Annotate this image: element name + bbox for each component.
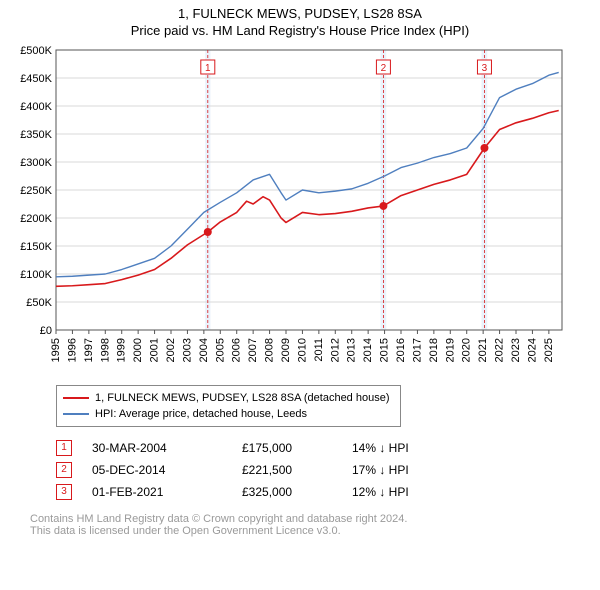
event-delta: 12% ↓ HPI: [352, 485, 409, 499]
svg-text:2024: 2024: [526, 338, 538, 362]
svg-text:£350K: £350K: [20, 129, 52, 141]
event-row: 3 01-FEB-2021£325,00012% ↓ HPI: [56, 481, 600, 503]
event-row: 1 30-MAR-2004£175,00014% ↓ HPI: [56, 437, 600, 459]
svg-text:2016: 2016: [395, 338, 407, 362]
svg-text:2013: 2013: [346, 338, 358, 362]
svg-text:2019: 2019: [444, 338, 456, 362]
legend-label: HPI: Average price, detached house, Leed…: [95, 408, 307, 420]
event-price: £325,000: [242, 485, 352, 499]
event-price: £175,000: [242, 441, 352, 455]
svg-text:2008: 2008: [264, 338, 276, 362]
legend-swatch: [63, 397, 89, 399]
svg-text:2018: 2018: [428, 338, 440, 362]
svg-text:£300K: £300K: [20, 157, 52, 169]
event-date: 30-MAR-2004: [92, 441, 242, 455]
svg-text:2002: 2002: [165, 338, 177, 362]
svg-text:£100K: £100K: [20, 269, 52, 281]
svg-text:2011: 2011: [313, 338, 325, 362]
svg-text:2023: 2023: [510, 338, 522, 362]
svg-text:2012: 2012: [329, 338, 341, 362]
legend: 1, FULNECK MEWS, PUDSEY, LS28 8SA (detac…: [56, 385, 401, 427]
svg-text:3: 3: [482, 63, 488, 74]
svg-text:2007: 2007: [247, 338, 259, 362]
svg-text:1999: 1999: [116, 338, 128, 362]
svg-text:2000: 2000: [132, 338, 144, 362]
svg-text:£400K: £400K: [20, 101, 52, 113]
svg-text:2020: 2020: [461, 338, 473, 362]
chart-svg: £0 £50K £100K £150K £200K £250K £300K £350K £400…: [10, 44, 570, 374]
chart-title: 1, FULNECK MEWS, PUDSEY, LS28 8SA: [0, 0, 600, 21]
event-date: 05-DEC-2014: [92, 463, 242, 477]
event-delta: 17% ↓ HPI: [352, 463, 409, 477]
svg-text:2003: 2003: [181, 338, 193, 362]
legend-label: 1, FULNECK MEWS, PUDSEY, LS28 8SA (detac…: [95, 392, 390, 404]
event-number: 2: [56, 462, 72, 478]
footnote-line1: Contains HM Land Registry data © Crown c…: [30, 513, 600, 525]
svg-text:2004: 2004: [198, 338, 210, 362]
footnote: Contains HM Land Registry data © Crown c…: [30, 513, 600, 537]
chart-container: 1, FULNECK MEWS, PUDSEY, LS28 8SA Price …: [0, 0, 600, 537]
event-date: 01-FEB-2021: [92, 485, 242, 499]
svg-text:£200K: £200K: [20, 213, 52, 225]
svg-text:1: 1: [205, 63, 211, 74]
svg-text:2006: 2006: [231, 338, 243, 362]
svg-text:£500K: £500K: [20, 45, 52, 57]
legend-swatch: [63, 413, 89, 415]
event-delta: 14% ↓ HPI: [352, 441, 409, 455]
svg-text:£250K: £250K: [20, 185, 52, 197]
footnote-line2: This data is licensed under the Open Gov…: [30, 525, 600, 537]
event-number: 3: [56, 484, 72, 500]
svg-text:£450K: £450K: [20, 73, 52, 85]
svg-text:1998: 1998: [99, 338, 111, 362]
svg-text:2015: 2015: [379, 338, 391, 362]
svg-text:1997: 1997: [83, 338, 95, 362]
svg-text:2009: 2009: [280, 338, 292, 362]
svg-text:2005: 2005: [214, 338, 226, 362]
svg-text:1995: 1995: [50, 338, 62, 362]
svg-text:2001: 2001: [149, 338, 161, 362]
legend-item: HPI: Average price, detached house, Leed…: [63, 406, 390, 422]
svg-text:2010: 2010: [296, 338, 308, 362]
svg-text:2022: 2022: [494, 338, 506, 362]
svg-text:£0: £0: [40, 325, 52, 337]
chart-subtitle: Price paid vs. HM Land Registry's House …: [0, 21, 600, 44]
svg-text:2025: 2025: [543, 338, 555, 362]
svg-text:2021: 2021: [477, 338, 489, 362]
chart-area: £0 £50K £100K £150K £200K £250K £300K £350K £400…: [10, 44, 570, 379]
svg-text:2017: 2017: [411, 338, 423, 362]
svg-text:2: 2: [381, 63, 387, 74]
event-number: 1: [56, 440, 72, 456]
event-row: 2 05-DEC-2014£221,50017% ↓ HPI: [56, 459, 600, 481]
legend-item: 1, FULNECK MEWS, PUDSEY, LS28 8SA (detac…: [63, 390, 390, 406]
svg-text:£50K: £50K: [26, 297, 52, 309]
svg-text:2014: 2014: [362, 338, 374, 362]
svg-text:1996: 1996: [66, 338, 78, 362]
events-table: 1 30-MAR-2004£175,00014% ↓ HPI 2 05-DEC-201…: [56, 437, 600, 503]
svg-text:£150K: £150K: [20, 241, 52, 253]
event-price: £221,500: [242, 463, 352, 477]
